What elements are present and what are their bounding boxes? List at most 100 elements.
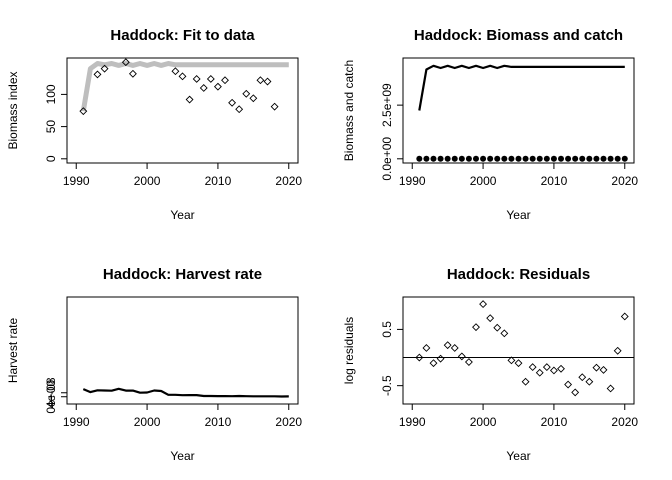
residuals-panel: Haddock: Residuals Year log residuals 1990 2… bbox=[342, 266, 638, 463]
observation-point bbox=[443, 341, 452, 350]
observation-point bbox=[578, 373, 587, 382]
x-tick-label: 1990 bbox=[63, 174, 90, 188]
y-axis-label: Biomass and catch bbox=[342, 60, 356, 161]
x-axis-label: Year bbox=[506, 208, 530, 222]
chart-title: Haddock: Biomass and catch bbox=[414, 27, 623, 44]
y-tick-label: 100 bbox=[44, 84, 58, 104]
x-tick-label: 2020 bbox=[275, 415, 302, 429]
observation-point bbox=[620, 312, 629, 321]
observation-point bbox=[206, 75, 215, 83]
observation-point bbox=[93, 70, 102, 79]
observation-point bbox=[128, 69, 137, 78]
x-tick-label: 2020 bbox=[611, 415, 638, 429]
observation-point bbox=[479, 300, 488, 309]
chart-title: Haddock: Harvest rate bbox=[103, 266, 262, 283]
observation-point bbox=[178, 72, 187, 81]
observation-point bbox=[613, 346, 622, 355]
catch-point bbox=[522, 155, 529, 162]
observation-point bbox=[542, 363, 551, 372]
catch-point bbox=[550, 155, 557, 162]
biomass-and-catch-panel: Haddock: Biomass and catch Year Biomass an… bbox=[342, 27, 638, 222]
observation-point bbox=[500, 329, 509, 338]
x-tick-label: 2010 bbox=[205, 415, 232, 429]
chart-title: Haddock: Residuals bbox=[447, 266, 590, 283]
catch-point bbox=[501, 155, 508, 162]
observation-point bbox=[171, 67, 180, 76]
y-tick-label: 0 bbox=[44, 155, 58, 162]
catch-point bbox=[465, 155, 472, 162]
y-axis-label: Harvest rate bbox=[6, 317, 20, 383]
catch-point bbox=[480, 155, 487, 162]
y-tick-label: 2.5e+09 bbox=[380, 83, 394, 127]
y-tick-label: 0.0e+00 bbox=[380, 137, 394, 181]
observation-point bbox=[528, 363, 537, 372]
catch-point bbox=[444, 155, 451, 162]
observation-point bbox=[263, 77, 272, 86]
y-tick-label: 0e+00 bbox=[44, 380, 58, 414]
catch-point bbox=[508, 155, 515, 162]
catch-point bbox=[437, 155, 444, 162]
observation-point bbox=[535, 368, 544, 377]
observation-point bbox=[592, 363, 601, 372]
model-fit-line bbox=[80, 61, 289, 112]
x-axis-label: Year bbox=[170, 208, 194, 222]
observation-point bbox=[599, 365, 608, 374]
catch-point bbox=[458, 155, 465, 162]
x-tick-label: 2020 bbox=[611, 174, 638, 188]
x-axis-label: Year bbox=[506, 449, 530, 463]
catch-point bbox=[586, 155, 593, 162]
plot-frame bbox=[66, 57, 299, 164]
observation-point bbox=[270, 102, 279, 111]
catch-point bbox=[565, 155, 572, 162]
chart-title: Haddock: Fit to data bbox=[110, 27, 255, 44]
series-line bbox=[418, 64, 625, 111]
x-tick-label: 2010 bbox=[541, 415, 568, 429]
x-tick-label: 2010 bbox=[541, 174, 568, 188]
y-tick-label: 0.5 bbox=[380, 321, 394, 338]
x-tick-label: 2000 bbox=[134, 415, 161, 429]
catch-point bbox=[536, 155, 543, 162]
catch-point bbox=[593, 155, 600, 162]
observation-point bbox=[429, 359, 438, 368]
x-tick-label: 2000 bbox=[134, 174, 161, 188]
observation-point bbox=[249, 94, 258, 103]
y-axis-label: log residuals bbox=[342, 317, 356, 384]
catch-point bbox=[621, 155, 628, 162]
observation-point bbox=[100, 64, 109, 73]
observation-point bbox=[450, 344, 459, 352]
catch-point bbox=[529, 155, 536, 162]
observation-point bbox=[199, 84, 208, 92]
catch-point bbox=[515, 155, 522, 162]
observation-point bbox=[121, 58, 130, 67]
x-tick-label: 1990 bbox=[63, 415, 90, 429]
observation-point bbox=[213, 82, 222, 91]
x-tick-label: 2020 bbox=[275, 174, 302, 188]
catch-point bbox=[430, 155, 437, 162]
observation-point bbox=[185, 95, 194, 104]
observation-point bbox=[235, 105, 244, 114]
observation-point bbox=[549, 366, 558, 375]
observation-point bbox=[415, 353, 424, 362]
fit-to-data-panel: Haddock: Fit to data Year Biomass index 199… bbox=[6, 27, 302, 222]
observation-point bbox=[606, 384, 615, 393]
catch-point bbox=[472, 155, 479, 162]
x-tick-label: 1990 bbox=[399, 174, 426, 188]
observation-point bbox=[557, 364, 565, 373]
observation-point bbox=[457, 352, 466, 361]
observation-point bbox=[571, 388, 580, 397]
observation-point bbox=[507, 356, 516, 365]
observation-point bbox=[422, 344, 431, 352]
plot-frame bbox=[402, 57, 635, 164]
catch-point bbox=[451, 155, 458, 162]
plot-frame bbox=[402, 296, 635, 405]
x-tick-label: 2010 bbox=[205, 174, 232, 188]
catch-point bbox=[600, 155, 607, 162]
observation-point bbox=[79, 107, 88, 116]
observation-point bbox=[564, 380, 573, 389]
catch-point bbox=[579, 155, 586, 162]
harvest-rate-panel: Haddock: Harvest rate Year Harvest rate 199… bbox=[6, 266, 302, 463]
observation-point bbox=[221, 76, 229, 85]
catch-point bbox=[572, 155, 579, 162]
observation-point bbox=[514, 359, 523, 368]
